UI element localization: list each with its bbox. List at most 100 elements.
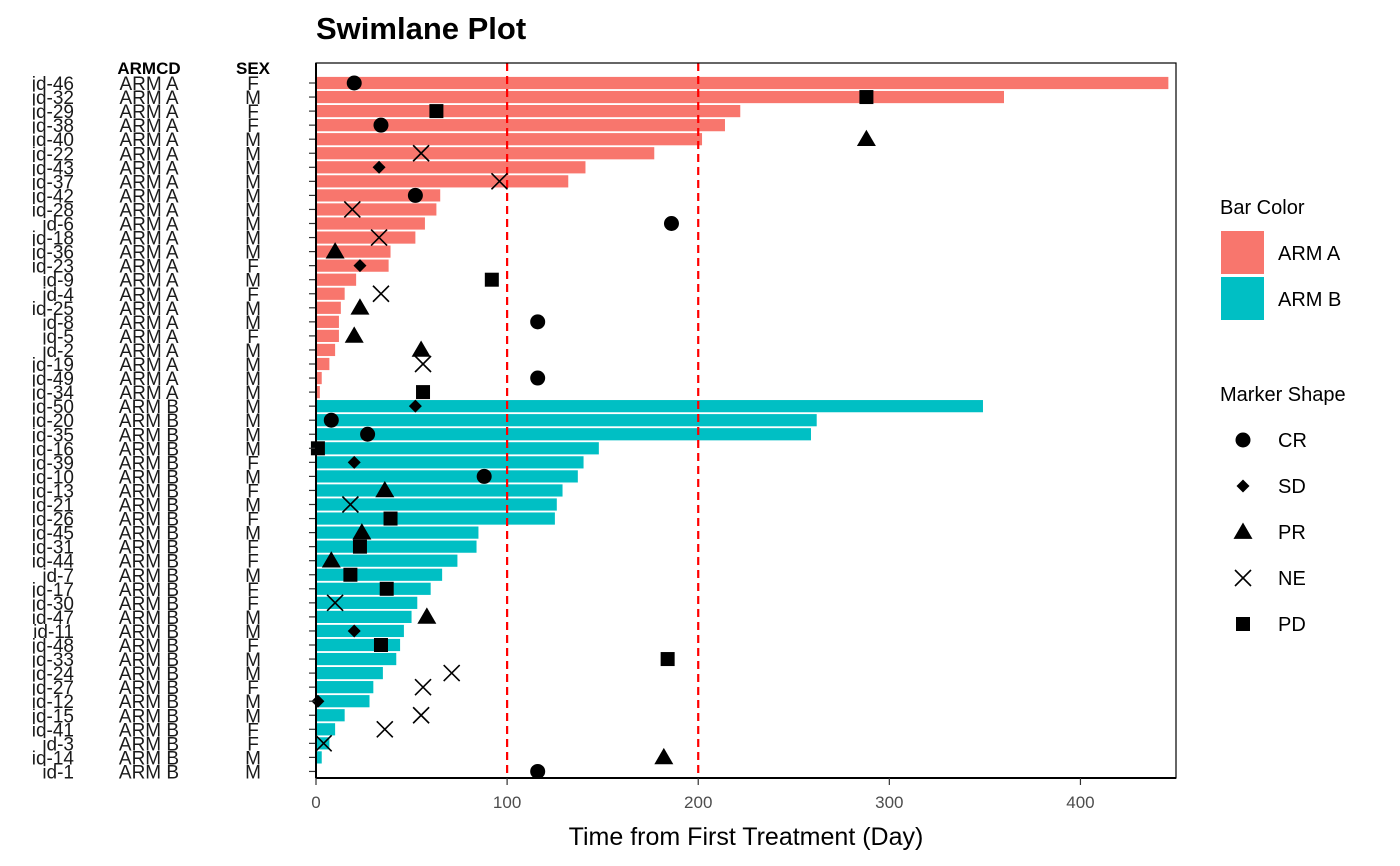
bar-id-16 — [316, 442, 599, 455]
row-id-label: id-45 — [32, 524, 74, 545]
row-sex-label: M — [245, 383, 261, 404]
row-id-label: id-30 — [32, 594, 74, 615]
row-id-label: id-10 — [32, 467, 74, 488]
marker-id-6 — [663, 216, 679, 231]
legend-swatch-arm-b — [1221, 277, 1264, 320]
row-arm-label: ARM A — [119, 200, 178, 221]
row-arm-label: ARM B — [119, 706, 179, 727]
marker-id-21 — [341, 495, 359, 514]
row-id-label: id-46 — [32, 74, 74, 95]
row-sex-label: M — [245, 158, 261, 179]
row-arm-label: ARM A — [119, 383, 178, 404]
row-arm-label: ARM B — [119, 552, 179, 573]
row-id-label: id-42 — [32, 186, 74, 207]
row-arm-label: ARM B — [119, 453, 179, 474]
marker-id-1 — [530, 763, 546, 779]
row-sex-label: F — [247, 720, 259, 741]
row-sex-label: M — [245, 411, 261, 432]
marker-id-25 — [350, 298, 370, 315]
legend-label: NE — [1278, 568, 1306, 590]
row-arm-label: ARM B — [119, 692, 179, 713]
row-arm-label: ARM A — [119, 186, 178, 207]
row-sex-label: M — [245, 706, 261, 727]
legend-diamond-icon — [1236, 479, 1250, 493]
row-arm-label: ARM B — [119, 411, 179, 432]
bar-id-41 — [316, 723, 336, 736]
bar-id-43 — [316, 161, 586, 174]
row-id-label: id-40 — [32, 130, 74, 151]
bar-id-2 — [316, 343, 336, 357]
bar-id-7 — [316, 568, 443, 581]
bar-color-legend-title: Bar Color — [1220, 197, 1305, 219]
legend-label: SD — [1278, 476, 1306, 498]
row-arm-label: ARM A — [119, 243, 178, 264]
row-sex-label: F — [247, 285, 259, 306]
legend-label: PR — [1278, 522, 1306, 544]
row-sex-label: M — [245, 425, 261, 446]
row-id-label: id-27 — [32, 678, 74, 699]
row-id-label: id-4 — [42, 285, 74, 306]
row-labels: id-46 ARM A Fid-32 ARM A Mid-29 ARM A Fid-38 AR… — [32, 74, 316, 783]
row-sex-label: F — [247, 481, 259, 502]
bar-id-10 — [316, 470, 578, 483]
row-arm-label: ARM B — [119, 580, 179, 601]
marker-id-16 — [310, 441, 325, 456]
bar-id-38 — [316, 119, 725, 132]
bar-layer — [316, 76, 1169, 764]
x-tick-label: 100 — [493, 793, 521, 812]
marker-id-10 — [476, 468, 492, 484]
row-id-label: id-21 — [32, 496, 74, 517]
bar-id-9 — [316, 273, 357, 286]
marker-id-5 — [344, 326, 364, 343]
bar-id-39 — [316, 456, 584, 469]
row-arm-label: ARM B — [119, 678, 179, 699]
legend-label: CR — [1278, 430, 1307, 452]
row-id-label: id-18 — [32, 229, 74, 250]
row-arm-label: ARM A — [119, 172, 178, 193]
row-id-label: id-23 — [32, 257, 74, 278]
marker-id-29 — [429, 104, 444, 119]
row-id-label: id-32 — [32, 88, 74, 109]
legend-label: ARM B — [1278, 289, 1341, 311]
row-arm-label: ARM A — [119, 229, 178, 250]
row-sex-label: F — [247, 453, 259, 474]
legend-label: PD — [1278, 614, 1306, 636]
row-id-label: id-6 — [42, 215, 74, 236]
row-arm-label: ARM A — [119, 74, 178, 95]
row-sex-label: F — [247, 510, 259, 531]
row-sex-label: M — [245, 369, 261, 390]
bar-id-29 — [316, 105, 741, 118]
marker-id-32 — [859, 90, 874, 105]
marker-shape-legend-title: Marker Shape — [1220, 384, 1346, 406]
row-arm-label: ARM A — [119, 355, 178, 376]
row-sex-label: M — [245, 299, 261, 320]
marker-id-41 — [376, 720, 394, 738]
marker-id-39 — [347, 455, 361, 469]
row-sex-label: M — [245, 467, 261, 488]
row-arm-label: ARM A — [119, 116, 178, 137]
row-sex-label: F — [247, 538, 259, 559]
row-arm-label: ARM B — [119, 622, 179, 643]
chart-title: Swimlane Plot — [316, 11, 526, 46]
row-sex-label: M — [245, 496, 261, 517]
marker-id-12 — [311, 694, 325, 708]
row-sex-label: M — [245, 130, 261, 151]
row-arm-label: ARM B — [119, 397, 179, 418]
row-id-label: id-7 — [42, 566, 74, 587]
row-sex-label: M — [245, 608, 261, 629]
marker-id-15 — [412, 706, 430, 724]
bar-id-28 — [316, 203, 437, 216]
marker-id-50 — [408, 399, 422, 413]
row-id-label: id-20 — [32, 411, 74, 432]
marker-id-4 — [372, 285, 390, 303]
row-arm-label: ARM A — [119, 369, 178, 390]
row-id-label: id-31 — [32, 538, 74, 559]
row-sex-label: M — [245, 692, 261, 713]
marker-id-26 — [383, 511, 398, 526]
marker-id-13 — [375, 480, 395, 498]
bar-id-19 — [316, 357, 330, 371]
bar-id-50 — [316, 400, 983, 413]
row-arm-label: ARM A — [119, 88, 178, 109]
row-id-label: id-47 — [32, 608, 74, 629]
marker-id-20 — [323, 412, 339, 428]
